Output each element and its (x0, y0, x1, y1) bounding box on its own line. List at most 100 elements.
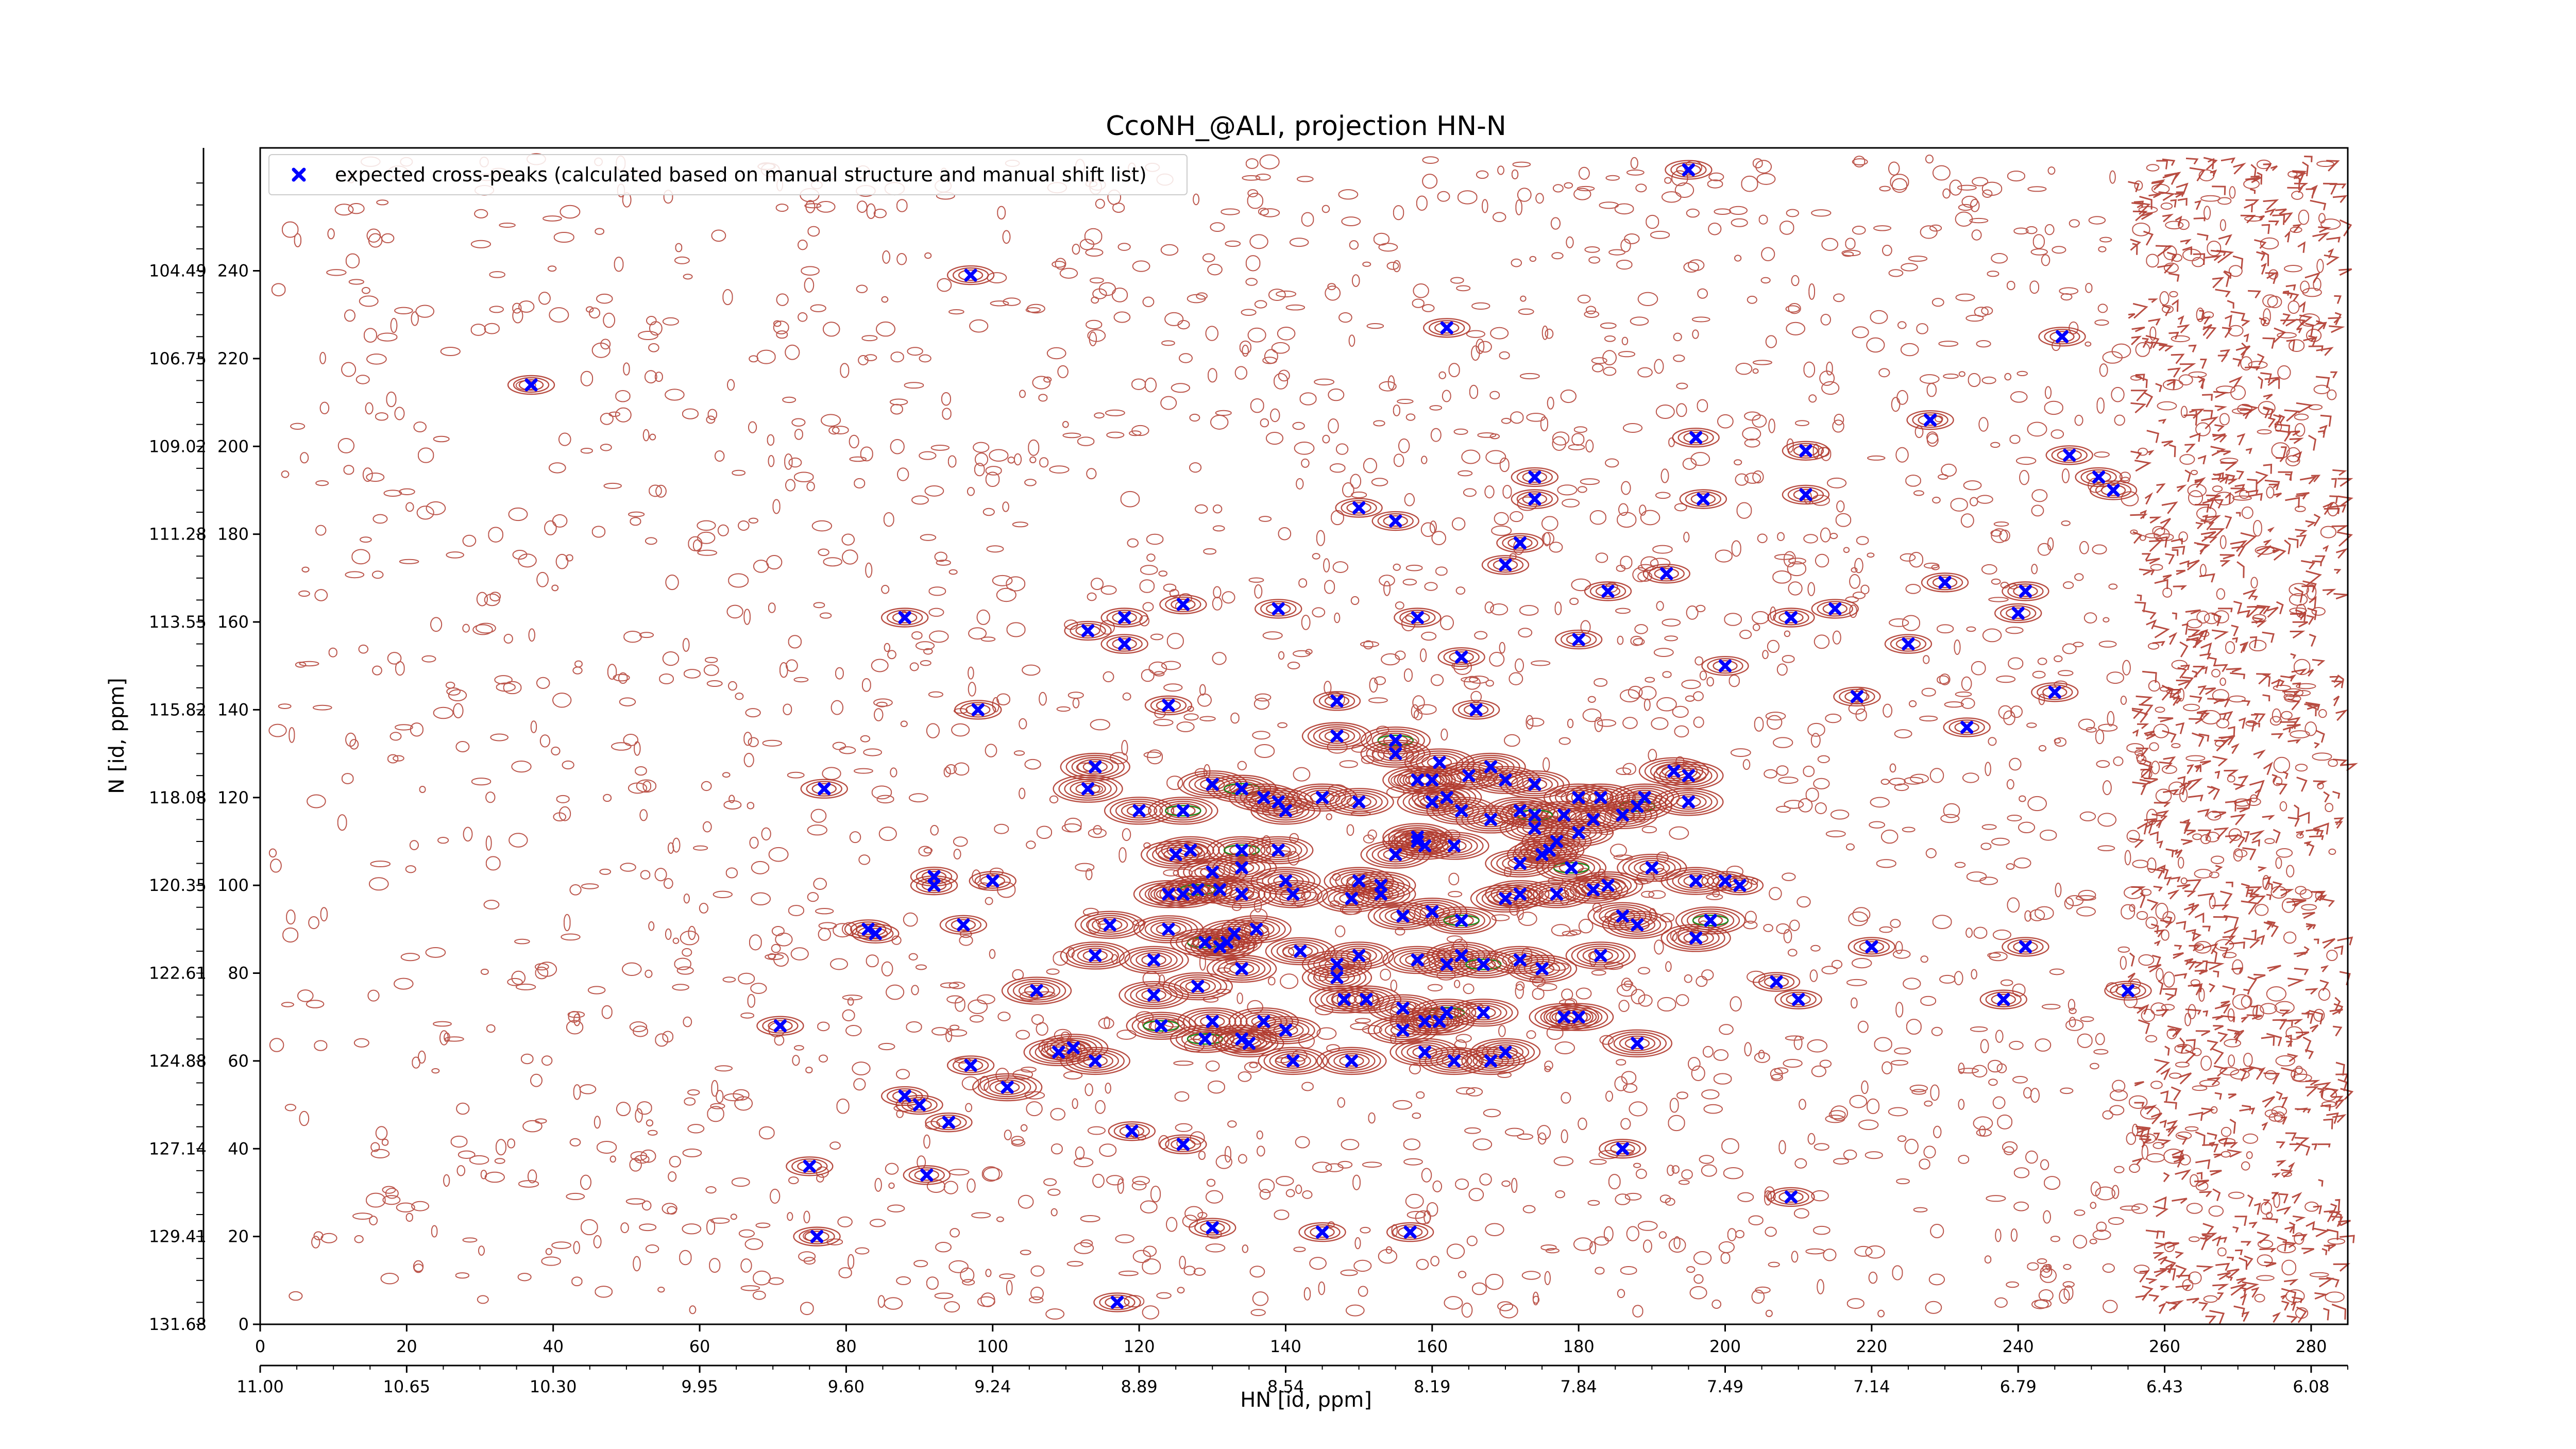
cross-peak-marker (1352, 501, 1366, 515)
cross-peak-marker (1411, 611, 1424, 624)
cross-peak-marker (927, 870, 941, 883)
peak-contour (1108, 1121, 1156, 1141)
peak-contour (793, 1226, 841, 1246)
cross-peak-marker (1499, 558, 1512, 571)
cross-peak-marker (1411, 953, 1424, 967)
x-tick-label: 80 (836, 1337, 857, 1356)
peak-contour (1335, 498, 1383, 518)
legend-label: expected cross-peaks (calculated based o… (335, 163, 1147, 186)
x-ppm-tick-label: 9.60 (828, 1377, 865, 1396)
peak-contour (786, 1156, 834, 1176)
cross-peak-marker (773, 1019, 787, 1033)
peak-contour (1155, 836, 1226, 865)
cross-peak-marker (1587, 883, 1600, 897)
cross-peak-marker (1587, 813, 1600, 826)
legend-marker-icon (292, 167, 306, 182)
cross-peak-marker (1426, 905, 1439, 918)
cross-peak-marker (1645, 861, 1658, 874)
cross-peak-marker (1865, 940, 1878, 953)
cross-peak-marker (1447, 839, 1461, 852)
peak-contour (972, 1073, 1043, 1102)
peak-contour (1774, 989, 1822, 1009)
cross-peak-marker (1081, 782, 1095, 796)
cross-peak-marker (1125, 1124, 1139, 1138)
x-tick-label: 160 (1416, 1337, 1448, 1356)
cross-peak-marker (1594, 949, 1607, 962)
cross-peak-marker (1697, 492, 1710, 506)
cross-peak-marker (810, 1230, 824, 1243)
cross-peak-marker (1257, 1015, 1270, 1028)
x-ppm-axis: 11.00 10.65 10.30 9.95 9.60 9.24 8.89 8.54 8.19 7… (236, 1364, 2348, 1396)
cross-peak-marker (898, 611, 911, 624)
cross-peak-marker (898, 1089, 911, 1103)
cross-peak-marker (1235, 962, 1248, 975)
peak-contour (800, 779, 848, 799)
cross-peak-marker (1528, 821, 1541, 835)
peak-contour (880, 1086, 929, 1106)
cross-peak-marker (1440, 957, 1453, 971)
peak-contour (1811, 599, 1859, 619)
cross-peak-marker (2011, 606, 2025, 620)
y-tick-label: 0 (239, 1315, 249, 1334)
peak-contour (1206, 880, 1277, 908)
x-tick-label: 260 (2149, 1337, 2180, 1356)
peak-contour (1258, 880, 1328, 908)
cross-peak-marker (1550, 887, 1564, 901)
peak-contour (1679, 489, 1727, 509)
cross-peak-marker (1440, 321, 1453, 334)
peak-contour (1360, 840, 1431, 869)
x-ppm-tick-label: 8.54 (1267, 1377, 1304, 1396)
y-tick-label: 60 (228, 1051, 249, 1071)
peak-contour (1243, 836, 1314, 865)
peak-contour (1599, 1139, 1647, 1159)
peak-contour (1496, 533, 1544, 553)
peak-contour (1423, 318, 1471, 338)
cross-peak-marker (1689, 874, 1703, 888)
peak-contour (1943, 717, 1991, 737)
cross-peak-marker (1638, 791, 1651, 804)
peak-contour (1906, 410, 1954, 430)
cross-peak-marker (1176, 598, 1190, 611)
peak-contour (1848, 937, 1896, 957)
cross-peak-marker (1242, 1037, 1256, 1050)
peak-contour (1642, 564, 1690, 584)
peak-contour (946, 265, 995, 285)
cross-peak-marker (1330, 694, 1344, 707)
peak-contour (1255, 599, 1302, 619)
x-tick-label: 60 (689, 1337, 710, 1356)
y-axis-ticks: 0131.6820129.4140127.1460124.8880122.611… (149, 148, 260, 1334)
y-tick-label: 240 (217, 261, 249, 281)
x-tick-label: 220 (1856, 1337, 1887, 1356)
peak-contour (880, 608, 929, 628)
cross-peak-marker (964, 1058, 977, 1072)
cross-peak-marker (1572, 826, 1585, 839)
cross-peak-marker (1316, 1225, 1329, 1239)
plot-frame (259, 147, 2349, 1325)
cross-peak-marker (2056, 330, 2069, 343)
cross-peak-marker (1389, 514, 1402, 528)
legend-x-marker (292, 167, 306, 182)
cross-peak-marker (1052, 1046, 1065, 1059)
cross-peak-marker (1110, 1295, 1124, 1309)
x-ppm-tick-label: 8.19 (1414, 1377, 1450, 1396)
cross-peak-marker (1704, 914, 1717, 927)
cross-peak-marker (1543, 844, 1556, 857)
peak-contour (1075, 911, 1145, 939)
cross-peak-marker (1118, 637, 1131, 651)
cross-peak-marker (1535, 962, 1549, 975)
peak-contour (925, 1112, 973, 1133)
cross-peak-marker (913, 1098, 926, 1111)
cross-peak-marker (1484, 760, 1498, 773)
cross-peak-marker (927, 879, 941, 892)
cross-peak-marker (1345, 892, 1358, 905)
cross-peak-marker (1206, 1015, 1219, 1028)
contour-layer (268, 153, 2358, 1325)
peak-contour (1767, 1187, 1815, 1207)
peak-contour (1660, 867, 1731, 895)
cross-peak-marker (1089, 760, 1102, 773)
cross-peak-marker (1235, 887, 1248, 901)
cross-peak-marker (1528, 808, 1541, 822)
cross-peak-marker (1426, 773, 1439, 787)
peak-contour (1653, 788, 1724, 816)
cross-peak-marker (1250, 922, 1263, 936)
